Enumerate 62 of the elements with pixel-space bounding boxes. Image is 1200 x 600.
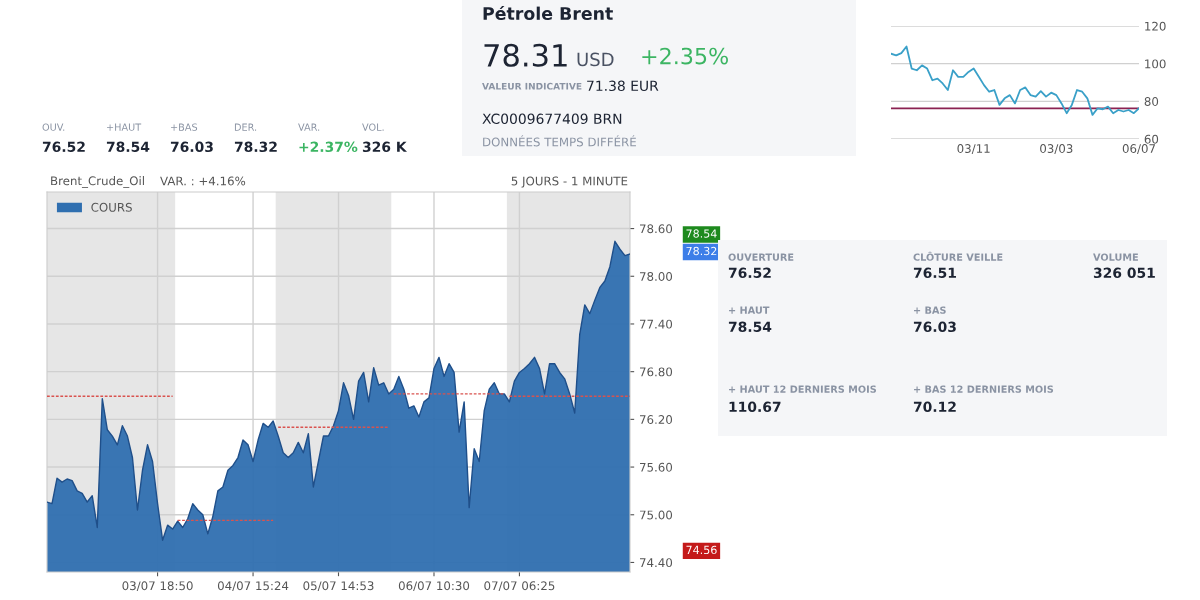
y-tick-label: 75.60	[640, 462, 673, 472]
text: +HAUT	[107, 123, 142, 131]
text: +2.35%	[642, 47, 728, 65]
line-series	[891, 45, 1139, 116]
text: 110.67	[729, 401, 781, 413]
y-tick-label: 100	[1145, 59, 1166, 69]
y-tick-label: 78.60	[640, 224, 673, 234]
text: 78.32	[234, 141, 277, 153]
text: 76.03	[913, 321, 956, 333]
text: OUV.	[42, 123, 65, 131]
y-tick-label: 120	[1145, 21, 1166, 31]
y-tick-label: 78.00	[640, 271, 673, 281]
legend-label: COURS	[91, 202, 132, 212]
y2-tick-label: 78.32	[686, 246, 717, 256]
text: 76.52	[42, 141, 85, 153]
text: +BAS	[171, 123, 198, 131]
text: Pétrole Brent	[483, 5, 613, 21]
x-tick-label: 06/07 10:30	[398, 581, 470, 592]
text: DER.	[234, 123, 257, 131]
y-tick-label: 76.20	[640, 415, 673, 425]
text: 71.38 EUR	[587, 80, 659, 92]
y-tick-label: 77.40	[640, 319, 673, 329]
y-tick-label: 80	[1144, 97, 1159, 106]
text: XC0009677409 BRN	[482, 113, 622, 125]
text: +2.37%	[299, 141, 358, 153]
text: CLÔTURE VEILLE	[913, 251, 1003, 261]
chart-subtitle: VAR. : +4.16%	[160, 176, 246, 186]
x-tick-label: 03/11	[957, 144, 990, 154]
text: + BAS	[914, 306, 946, 314]
y2-tick-label: 74.56	[686, 545, 717, 555]
text: 5 JOURS - 1 MINUTE	[511, 176, 628, 188]
x-tick-label: 06/07	[1122, 144, 1155, 154]
y-tick-label: 75.00	[640, 510, 673, 520]
text: USD	[577, 52, 614, 67]
text: + BAS 12 DERNIERS MOIS	[914, 385, 1054, 393]
text: 76.52	[728, 267, 771, 279]
y-tick-label: 74.40	[640, 558, 673, 568]
text: VOL.	[362, 123, 384, 131]
x-tick-label: 05/07 14:53	[303, 581, 374, 592]
y2-tick-label: 78.54	[686, 229, 717, 238]
text: 326 051	[1093, 267, 1155, 279]
x-tick-label: 03/03	[1040, 144, 1073, 154]
text: + HAUT	[729, 306, 770, 314]
text: 78.31	[484, 43, 567, 67]
text: 78.54	[106, 141, 150, 153]
x-tick-label: 04/07 15:24	[217, 581, 289, 592]
x-tick-label: 07/07 06:25	[484, 581, 555, 592]
y-tick-label: 60	[1144, 134, 1159, 144]
text: 70.12	[913, 401, 956, 413]
y-tick-label: 76.80	[640, 367, 673, 377]
text: OUVERTURE	[728, 253, 794, 261]
text: 326 K	[362, 141, 408, 153]
text: 78.54	[728, 321, 772, 333]
text: + HAUT 12 DERNIERS MOIS	[729, 385, 877, 393]
text: 76.51	[913, 267, 956, 279]
text: 76.03	[170, 141, 213, 153]
text: VAR.	[298, 123, 320, 131]
text: VALEUR INDICATIVE	[482, 82, 582, 90]
text: VOLUME	[1093, 253, 1138, 261]
chart-title: Brent_Crude_Oil	[51, 176, 144, 188]
text: DONNÉES TEMPS DIFFÉRÉ	[483, 135, 636, 147]
x-tick-label: 03/07 18:50	[122, 581, 193, 592]
